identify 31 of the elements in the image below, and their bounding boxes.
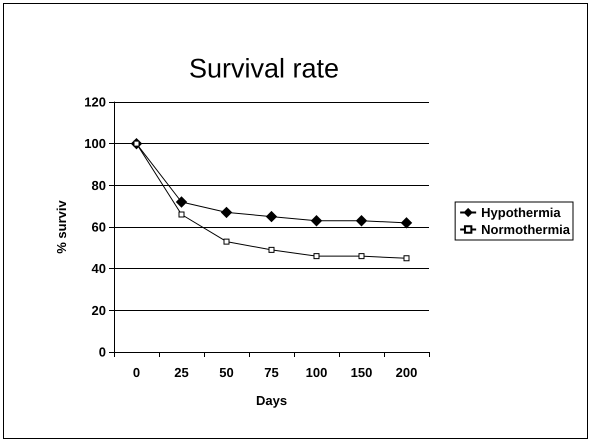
point [221, 206, 232, 218]
y-axis-title: % surviv [54, 200, 69, 254]
legend-label: Hypothermia [481, 205, 562, 220]
point [311, 215, 322, 226]
point [224, 238, 230, 245]
point [268, 246, 274, 253]
point [176, 196, 187, 208]
x-tick-label: 0 [132, 365, 140, 380]
x-tick-label: 25 [174, 365, 189, 380]
x-axis-title: Days [256, 393, 288, 408]
y-tick-label: 20 [92, 302, 106, 318]
x-tick-label: 200 [396, 365, 418, 380]
x-tick-label: 150 [350, 365, 372, 380]
point [401, 217, 412, 228]
point [356, 215, 367, 226]
point [358, 253, 364, 260]
y-tick-label: 60 [92, 220, 106, 234]
x-tick-label: 50 [219, 365, 234, 380]
point [266, 211, 277, 222]
point [404, 255, 410, 262]
point [178, 212, 184, 218]
x-tick-label: 100 [306, 365, 328, 380]
y-tick-label: 120 [84, 94, 106, 110]
chart-title: Survival rate [188, 54, 340, 84]
x-tick-label: 75 [264, 365, 279, 380]
y-tick-label: 80 [92, 178, 106, 193]
y-tick-label: 40 [92, 261, 106, 276]
y-tick-label: 100 [84, 136, 106, 152]
point [314, 253, 320, 260]
y-tick-label: 0 [98, 344, 106, 360]
legend-label: Normothermia [481, 222, 571, 237]
